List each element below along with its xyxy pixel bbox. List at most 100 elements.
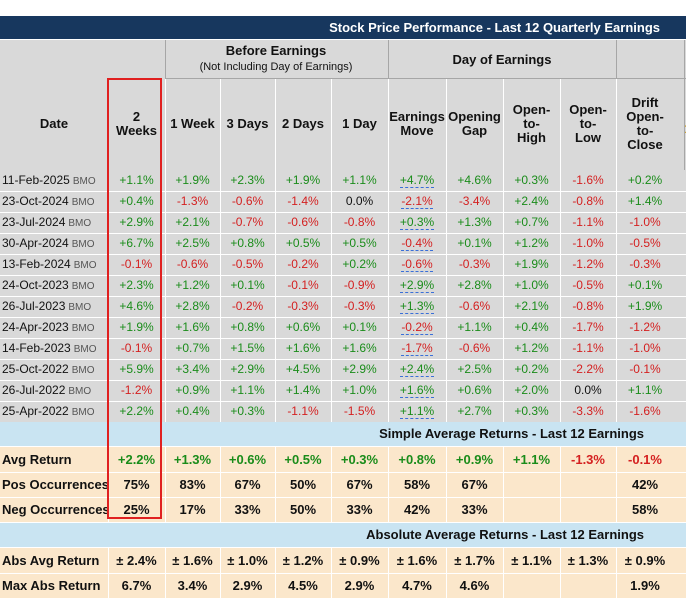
value-text: -0.3% [629,257,661,271]
summary-value: 33% [346,502,373,517]
summary-value: ± 1.2% [282,553,324,568]
value-cell: +0.4% [165,401,220,422]
row-date: 11-Feb-2025 BMO [0,170,110,191]
summary-label: Abs Avg Return [2,553,100,568]
summary-divider [560,447,561,522]
value-cell: +1.9% [616,296,674,317]
value-cell: +0.5% [331,233,388,254]
value-cell: +3.4% [165,359,220,380]
value-cell: -1.1% [560,212,616,233]
value-text: +4.6% [457,173,492,187]
summary-divider [108,447,109,522]
value-text: +0.2% [514,362,549,376]
summary-value: ± 1.3% [567,553,609,568]
value-cell: +2.8% [165,296,220,317]
value-text: +2.2% [119,404,154,418]
value-cell: +1.1% [220,380,275,401]
earnings-move-value[interactable]: -0.2% [401,320,433,335]
row-date: 25-Oct-2022 BMO [0,359,110,380]
date-text: 14-Feb-2023 [2,341,71,355]
simple-average-section: Simple Average Returns - Last 12 Earning… [0,422,686,446]
value-cell: -0.6% [165,254,220,275]
column-divider [275,78,276,422]
column-header: Earnings Move [389,109,445,138]
timing-tag: BMO [68,218,92,229]
table-row: 23-Oct-2024 BMO +0.4% -1.3% -0.6% -1.4% 0.0% -2… [0,191,686,212]
value-cell: -0.5% [220,254,275,275]
column-divider [503,78,504,422]
summary-value [560,497,616,522]
value-cell: +1.6% [165,317,220,338]
value-cell: +1.3% [446,212,503,233]
date-text: 24-Oct-2023 [2,278,69,292]
value-cell: -1.0% [616,338,674,359]
value-text: +0.1% [627,278,663,292]
earnings-move-value[interactable]: +2.9% [399,278,435,293]
value-cell: +1.1% [616,380,674,401]
summary-value: 4.6% [459,578,490,593]
value-cell: -3.3% [560,401,616,422]
column-divider [165,78,166,422]
value-text: +0.7% [514,215,549,229]
value-text: 0.0% [345,194,374,208]
earnings-move-value[interactable]: -1.7% [401,341,433,356]
row-divider [0,275,686,276]
value-text: +2.5% [175,236,210,250]
value-cell: +0.4% [108,191,165,212]
value-cell: +2.0% [503,380,560,401]
before-earnings-subtitle: (Not Including Day of Earnings) [199,61,353,73]
value-cell: +2.2% [108,401,165,422]
summary-value: 58% [403,477,431,492]
earnings-move-value[interactable]: +4.7% [399,173,435,188]
column-divider [388,78,389,422]
earnings-move-value[interactable]: +1.6% [399,383,435,398]
table-row: 25-Apr-2022 BMO +2.2% +0.4% +0.3% -1.1% -1.5% +… [0,401,686,422]
row-date: 14-Feb-2023 BMO [0,338,110,359]
row-divider [0,296,686,297]
value-cell: +2.3% [220,170,275,191]
timing-tag: BMO [71,239,95,250]
truncated-column-glyph: 1 [684,122,686,136]
row-date: 26-Jul-2023 BMO [0,296,110,317]
summary-value: +1.1% [512,452,551,467]
summary-divider [616,447,617,522]
value-text: +4.6% [119,299,154,313]
value-text: +1.4% [627,194,663,208]
earnings-move-value[interactable]: +1.3% [399,299,435,314]
summary-row: Pos Occurrences 75% 83% 67% 50% 67% 58% 67% 42% [0,472,686,497]
earnings-move-value[interactable]: +0.3% [399,215,435,230]
earnings-move-value[interactable]: +1.1% [399,404,435,419]
value-cell: -1.3% [165,191,220,212]
value-text: +0.4% [175,404,210,418]
column-header-row [0,78,686,170]
column-divider [108,78,109,422]
column-divider [616,78,617,422]
column-divider [331,78,332,422]
column-header: 3 Days [226,116,269,131]
value-cell: -0.6% [275,212,331,233]
value-cell: +2.8% [446,275,503,296]
summary-label: Avg Return [2,452,72,467]
value-cell: +1.6% [331,338,388,359]
earnings-move-value[interactable]: -0.6% [401,257,433,272]
summary-row-divider [0,497,686,498]
date-text: 25-Apr-2022 [2,404,69,418]
summary-value: 75% [123,477,150,492]
value-text: +0.5% [285,236,321,250]
value-text: +1.9% [627,299,663,313]
timing-tag: BMO [71,407,95,418]
summary-divider [388,447,389,522]
earnings-move-value[interactable]: -2.1% [401,194,433,209]
date-text: 26-Jul-2023 [2,299,66,313]
summary-divider [503,447,504,522]
earnings-move-value[interactable]: -0.4% [401,236,433,251]
value-cell: +4.6% [446,170,503,191]
value-cell: +0.6% [275,317,331,338]
row-divider [0,401,686,402]
column-divider [220,78,221,422]
value-cell: +0.3% [503,170,560,191]
value-cell: +1.1% [446,317,503,338]
earnings-move-value[interactable]: +2.4% [399,362,435,377]
value-text: -0.5% [629,236,661,250]
value-cell: -0.1% [275,275,331,296]
